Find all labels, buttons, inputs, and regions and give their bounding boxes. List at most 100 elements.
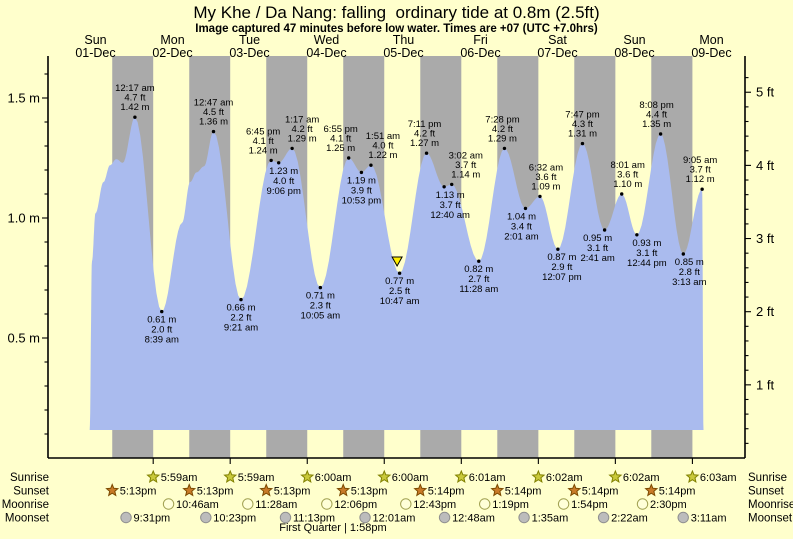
moonset-time: 12:48am (452, 513, 495, 525)
row-label-right-moonset: Moonset (748, 513, 793, 525)
high-tide-annotation: 7:47 pm (565, 110, 599, 121)
chart-subtitle: Image captured 47 minutes before low wat… (195, 23, 598, 35)
moonrise-time: 1:54pm (571, 499, 608, 511)
moonset-icon (518, 511, 530, 524)
high-tide-annotation: 1.09 m (531, 181, 560, 192)
low-tide-point (397, 271, 402, 275)
low-tide-annotation: 12:40 am (430, 210, 470, 221)
sunrise-icon (377, 469, 392, 483)
sunset-time: 5:13pm (274, 486, 311, 498)
sunset-time: 5:13pm (120, 486, 157, 498)
high-tide-point (580, 141, 585, 146)
day-header-name: Thu (393, 33, 415, 47)
low-tide-point (556, 247, 560, 251)
sunset-icon (105, 483, 120, 497)
high-tide-annotation: 1.24 m (249, 145, 278, 156)
low-tide-annotation: 3.1 ft (636, 248, 657, 259)
day-header-name: Sun (623, 33, 645, 47)
low-tide-annotation: 10:53 pm (342, 195, 382, 206)
moonset-icon (120, 511, 132, 524)
high-tide-annotation: 1:51 am (366, 131, 400, 142)
low-tide-annotation: 2.2 ft (230, 313, 251, 324)
tide-curve-area (89, 117, 704, 430)
low-tide-annotation: 11:28 am (459, 284, 498, 295)
high-tide-point (658, 132, 663, 136)
moonrise-icon (636, 498, 649, 510)
sunrise-time: 6:03am (700, 472, 737, 484)
sunrise-time: 6:02am (546, 472, 583, 484)
high-tide-annotation: 12:47 am (194, 98, 234, 109)
high-tide-annotation: 1.27 m (410, 138, 439, 149)
moonrise-time: 1:19pm (492, 499, 529, 511)
sunset-icon (259, 483, 274, 497)
low-tide-point (442, 185, 446, 189)
high-tide-annotation: 1.31 m (568, 129, 597, 140)
high-tide-point (290, 146, 294, 151)
high-tide-annotation: 6:45 pm (246, 126, 280, 137)
low-tide-annotation: 2.8 ft (679, 267, 700, 278)
moonset-icon (359, 511, 371, 524)
day-header-name: Mon (160, 33, 184, 47)
moonrise-icon (479, 498, 491, 510)
sunrise-icon (685, 469, 700, 483)
sunrise-time: 6:00am (392, 472, 429, 484)
sunset-time: 5:14pm (428, 486, 465, 498)
high-tide-point (369, 163, 373, 167)
high-tide-annotation: 4.3 ft (572, 119, 593, 130)
sunset-icon (567, 483, 582, 497)
moonrise-time: 2:30pm (650, 499, 687, 511)
low-tide-annotation: 2:41 am (580, 253, 614, 264)
row-label-left-sunset: Sunset (13, 486, 50, 498)
low-tide-point (477, 259, 481, 263)
moonset-icon (200, 511, 212, 524)
high-tide-point (211, 129, 216, 134)
low-tide-annotation: 0.66 m (226, 303, 255, 314)
moonset-time: 10:23pm (213, 513, 256, 525)
low-tide-annotation: 0.93 m (632, 238, 661, 249)
sunset-icon (413, 483, 428, 497)
day-header-date: 01-Dec (75, 46, 115, 60)
low-tide-annotation: 2.9 ft (551, 262, 572, 273)
high-tide-point (346, 156, 351, 160)
day-header-name: Sat (548, 33, 567, 47)
high-tide-point (700, 187, 704, 191)
moon-phase-label: First Quarter | 1:58pm (279, 522, 386, 534)
low-tide-annotation: 1.23 m (269, 166, 298, 177)
low-tide-annotation: 1.04 m (507, 211, 536, 222)
high-tide-point (502, 146, 507, 151)
low-tide-point (276, 161, 281, 165)
moonrise-icon (400, 498, 412, 510)
high-tide-point (450, 182, 454, 187)
low-tide-annotation: 2.3 ft (310, 301, 331, 312)
low-tide-annotation: 1.13 m (436, 190, 465, 201)
moonrise-time: 12:06pm (334, 499, 377, 511)
moonrise-time: 11:28am (255, 499, 297, 511)
high-tide-annotation: 4.1 ft (253, 136, 274, 147)
moonrise-icon (242, 498, 254, 510)
moonrise-time: 10:46am (176, 499, 219, 511)
high-tide-annotation: 7:28 pm (485, 114, 519, 125)
high-tide-annotation: 4.2 ft (292, 124, 313, 135)
low-tide-annotation: 0.77 m (385, 276, 414, 287)
low-tide-point (160, 309, 164, 314)
low-tide-annotation: 12:44 pm (627, 258, 667, 269)
high-tide-annotation: 4.1 ft (330, 134, 351, 145)
day-header-name: Tue (239, 33, 260, 47)
sunrise-time: 6:01am (469, 472, 506, 484)
y-axis-label-m: 1.0 m (7, 211, 40, 226)
low-tide-point (318, 285, 323, 290)
low-tide-annotation: 2.7 ft (468, 274, 489, 285)
high-tide-annotation: 1.25 m (326, 143, 355, 154)
high-tide-point (133, 115, 137, 119)
day-header-date: 02-Dec (152, 46, 192, 60)
moonset-icon (438, 511, 451, 524)
sunrise-time: 5:59am (238, 472, 275, 484)
sunset-time: 5:14pm (659, 486, 696, 498)
low-tide-annotation: 4.0 ft (273, 176, 294, 187)
low-tide-annotation: 8:39 am (145, 335, 179, 346)
sunrise-icon (608, 469, 623, 483)
moonset-icon (279, 511, 292, 524)
low-tide-point (359, 170, 364, 175)
day-header-date: 07-Dec (537, 46, 577, 60)
low-tide-point (635, 233, 639, 237)
